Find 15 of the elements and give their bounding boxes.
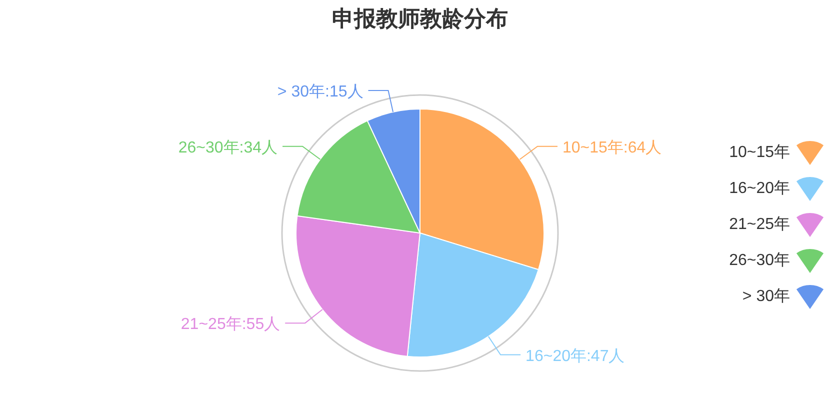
- data-label: 10~15年:64人: [562, 139, 662, 156]
- data-label: 16~20年:47人: [526, 348, 625, 365]
- data-label: > 30年:15人: [277, 83, 364, 100]
- legend-label: > 30年: [742, 288, 790, 305]
- data-label: 26~30年:34人: [178, 139, 278, 156]
- legend-label: 10~15年: [729, 144, 790, 161]
- legend-label: 21~25年: [729, 216, 790, 233]
- data-label: 21~25年:55人: [180, 316, 280, 334]
- pie-slice: [366, 108, 420, 234]
- pie-slice: [296, 120, 420, 234]
- legend-label: 16~20年: [729, 180, 790, 197]
- title: 申报教师教龄分布: [332, 6, 508, 31]
- pie-slice: [420, 108, 544, 270]
- legend-label: 26~30年: [729, 252, 790, 269]
- pie-slice: [296, 215, 420, 357]
